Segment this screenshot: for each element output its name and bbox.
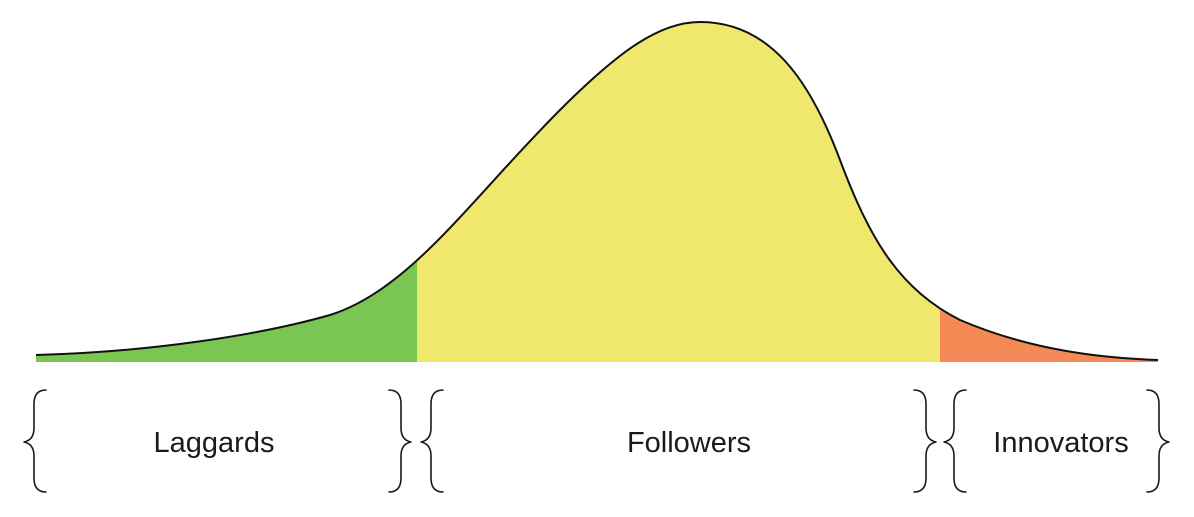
innovators-open-brace bbox=[943, 389, 967, 493]
followers-label: Followers bbox=[627, 427, 751, 459]
laggards-area bbox=[36, 22, 417, 362]
curve-fill bbox=[36, 22, 1158, 362]
followers-area bbox=[417, 22, 940, 362]
bell-curve-outline bbox=[35, 20, 1159, 361]
innovators-label: Innovators bbox=[993, 427, 1128, 459]
innovators-area bbox=[940, 22, 1158, 362]
laggards-label: Laggards bbox=[154, 427, 275, 459]
followers-open-brace bbox=[420, 389, 444, 493]
followers-close-brace bbox=[913, 389, 937, 493]
laggards-open-brace bbox=[23, 389, 47, 493]
innovators-close-brace bbox=[1146, 389, 1170, 493]
laggards-close-brace bbox=[388, 389, 412, 493]
